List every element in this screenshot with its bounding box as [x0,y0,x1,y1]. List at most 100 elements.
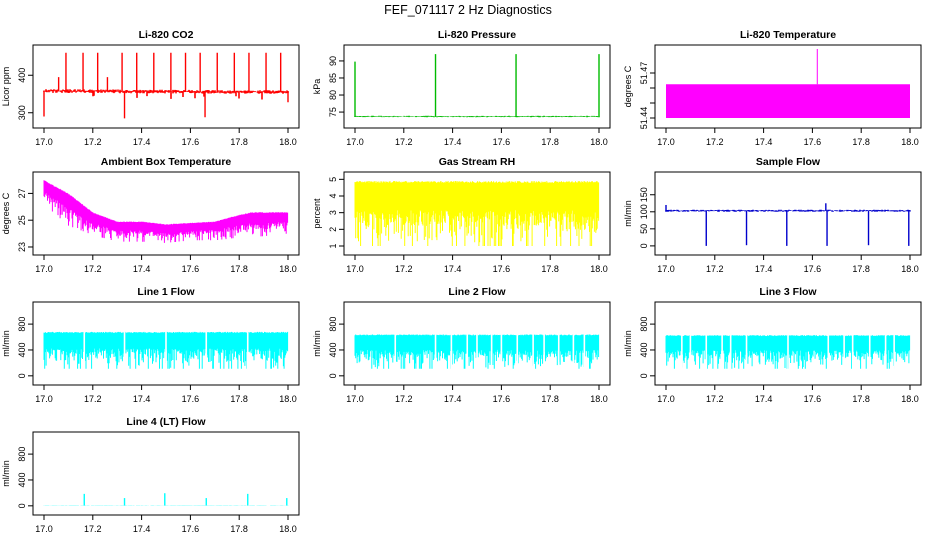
x-tick-label: 17.8 [541,394,559,404]
plot-frame [654,171,922,256]
y-tick-label: 85 [328,73,338,83]
y-tick-label: 800 [639,317,649,332]
x-tick-label: 17.8 [852,394,870,404]
y-axis-label: degrees C [623,65,633,107]
x-tick-label: 17.0 [35,524,53,534]
y-tick-label: 3 [328,210,338,215]
y-tick-label: 51.44 [639,107,649,130]
y-tick-label: 25 [17,215,27,225]
y-tick-label: 400 [17,68,27,83]
x-tick-label: 17.6 [493,137,511,147]
y-tick-label: 50 [639,224,649,234]
x-tick-label: 17.4 [133,394,151,404]
chart-title: Line 4 (LT) Flow [126,416,206,428]
y-tick-label: 300 [17,105,27,120]
chart-panel: Line 2 Flow 17.0 17.2 17.4 17.6 17.8 18.0 0 400 8… [312,286,611,404]
y-tick-label: 23 [17,242,27,252]
chart-title: Li-820 Temperature [740,29,836,41]
x-tick-label: 17.6 [182,264,200,274]
chart-title: Li-820 Pressure [438,29,516,41]
y-tick-label: 0 [328,373,338,378]
x-tick-label: 17.2 [395,394,413,404]
series-fill [43,180,289,243]
x-tick-label: 17.2 [84,264,102,274]
chart-title: Gas Stream RH [439,156,515,168]
chart-title: Li-820 CO2 [139,29,194,41]
y-tick-label: 800 [17,447,27,462]
x-tick-label: 17.2 [706,394,724,404]
y-axis-label: kPa [312,79,322,95]
series-line [43,89,289,100]
y-axis-label: percent [312,198,322,229]
y-tick-label: 51.47 [639,62,649,85]
x-tick-label: 18.0 [279,394,297,404]
x-tick-label: 17.2 [395,264,413,274]
x-tick-label: 17.6 [182,524,200,534]
y-tick-label: 2 [328,227,338,232]
chart-panel: Li-820 Temperature 17.0 17.2 17.4 17.6 17.8 18… [623,29,922,147]
x-tick-label: 17.8 [541,264,559,274]
x-tick-label: 17.8 [541,137,559,147]
chart-panel: Li-820 Pressure 17.0 17.2 17.4 17.6 17.8 18.0 7… [312,29,611,147]
y-tick-label: 400 [328,342,338,357]
chart-panel: Gas Stream RH 17.0 17.2 17.4 17.6 17.8 18.0 1 2 3… [312,156,611,274]
y-tick-label: 0 [17,503,27,508]
chart-title: Line 1 Flow [137,286,195,298]
y-tick-label: 400 [17,342,27,357]
x-tick-label: 17.4 [444,137,462,147]
y-axis-label: ml/min [1,330,11,357]
x-tick-label: 17.0 [346,137,364,147]
x-tick-label: 17.2 [84,394,102,404]
x-tick-label: 17.8 [852,264,870,274]
x-tick-label: 17.6 [804,264,822,274]
chart-panel: Sample Flow 17.0 17.2 17.4 17.6 17.8 18.0 0 50 10… [623,156,922,274]
x-tick-label: 17.4 [755,264,773,274]
y-tick-label: 150 [639,187,649,202]
plot-frame [654,44,922,129]
y-tick-label: 400 [17,472,27,487]
y-tick-label: 100 [639,204,649,219]
y-axis-label: ml/min [312,330,322,357]
x-tick-label: 17.2 [706,137,724,147]
chart-panel: Line 3 Flow 17.0 17.2 17.4 17.6 17.8 18.0 0 400 8… [623,286,922,404]
y-axis-label: Licor ppm [1,67,11,107]
x-tick-label: 17.6 [182,137,200,147]
x-tick-label: 17.0 [346,264,364,274]
x-tick-label: 17.4 [755,394,773,404]
y-tick-label: 75 [328,107,338,117]
plot-frame [343,171,611,256]
x-tick-label: 17.2 [84,137,102,147]
plot-frame [32,431,300,516]
y-axis-label: ml/min [1,460,11,487]
series-line [354,115,600,118]
x-tick-label: 17.4 [755,137,773,147]
x-tick-label: 17.8 [230,394,248,404]
x-tick-label: 18.0 [590,394,608,404]
y-tick-label: 5 [328,177,338,182]
y-tick-label: 800 [328,317,338,332]
y-tick-label: 27 [17,188,27,198]
y-tick-label: 80 [328,90,338,100]
y-tick-label: 90 [328,56,338,66]
y-axis-label: ml/min [623,330,633,357]
plot-frame [654,301,922,386]
x-tick-label: 17.8 [230,137,248,147]
x-tick-label: 18.0 [279,524,297,534]
y-tick-label: 0 [17,373,27,378]
chart-title: Ambient Box Temperature [101,156,232,168]
x-tick-label: 17.4 [444,264,462,274]
x-tick-label: 17.6 [493,394,511,404]
plot-frame [32,171,300,256]
series-band [666,84,910,118]
x-tick-label: 18.0 [901,264,919,274]
x-tick-label: 17.6 [493,264,511,274]
plot-frame [32,301,300,386]
chart-panel: Line 4 (LT) Flow 17.0 17.2 17.4 17.6 17.8 18.0… [1,416,300,534]
x-tick-label: 17.0 [35,394,53,404]
x-tick-label: 17.0 [657,394,675,404]
y-tick-label: 4 [328,193,338,198]
x-tick-label: 17.4 [133,264,151,274]
plot-frame [343,44,611,129]
x-tick-label: 18.0 [279,137,297,147]
